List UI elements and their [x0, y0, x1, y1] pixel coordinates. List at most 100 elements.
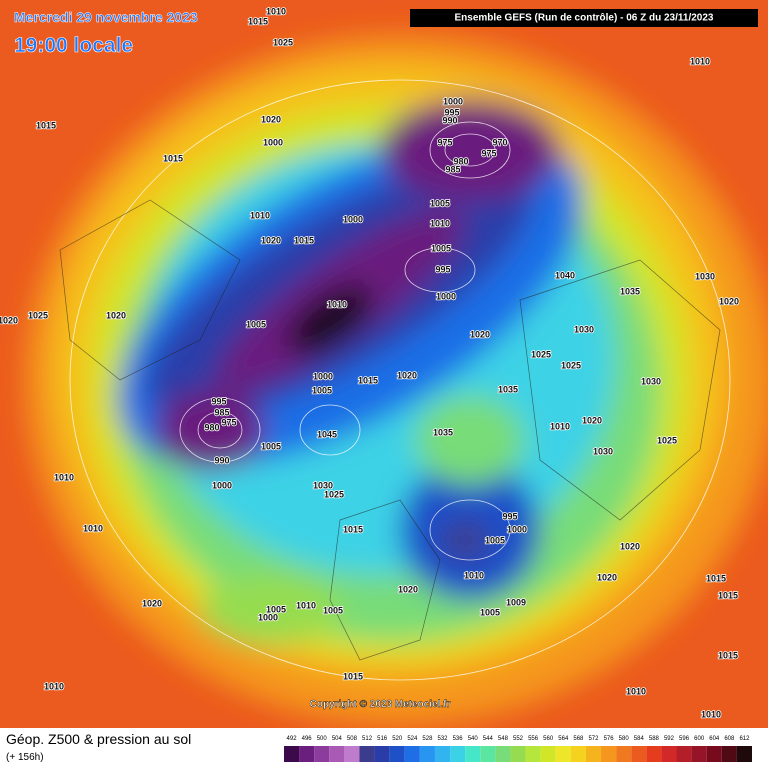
isobar-label: 975 [481, 148, 496, 158]
color-scale: 492 496 500 504 508 512 516 520 524 528 532 536 540 5… [284, 736, 752, 762]
isobar-label: 975 [221, 417, 236, 427]
scale-swatch [540, 746, 556, 762]
isobar-label: 995 [444, 107, 459, 117]
scale-swatch [721, 746, 737, 762]
isobar-label: 1010 [266, 6, 286, 16]
copyright: Copyright © 2023 Meteociel.fr [310, 699, 451, 710]
scale-swatch [555, 746, 571, 762]
isobar-label: 1010 [701, 709, 721, 719]
scale-label: 596 [679, 736, 690, 742]
scale-label: 600 [694, 736, 705, 742]
scale-label: 492 [287, 736, 298, 742]
isobar-label: 1020 [0, 315, 18, 325]
isobar-label: 1015 [294, 235, 314, 245]
isobar-label: 985 [445, 164, 460, 174]
scale-swatch [646, 746, 662, 762]
isobar-label: 1015 [718, 590, 738, 600]
isobar-label: 1005 [431, 243, 451, 253]
scale-swatch [676, 746, 692, 762]
isobar-label: 1015 [718, 650, 738, 660]
isobar-label: 1010 [54, 472, 74, 482]
scale-swatch [616, 746, 632, 762]
isobar-label: 1010 [626, 686, 646, 696]
isobar-label: 980 [453, 156, 468, 166]
scale-swatch [465, 746, 481, 762]
isobar-label: 1020 [261, 114, 281, 124]
isobar-label: 1015 [706, 573, 726, 583]
pressure-labels: 1015101010251010101510151020100010009959… [0, 6, 740, 721]
isobar-label: 1020 [261, 235, 281, 245]
isobar-label: 1020 [470, 329, 490, 339]
scale-label: 612 [739, 736, 750, 742]
isobar-label: 1015 [343, 524, 363, 534]
scale-label: 588 [649, 736, 660, 742]
isobar-label: 1000 [263, 137, 283, 147]
isobar-label: 1030 [313, 480, 333, 490]
isobar-label: 1035 [498, 384, 518, 394]
z500-field [0, 0, 768, 728]
isobar-label: 1020 [582, 415, 602, 425]
scale-label: 576 [604, 736, 615, 742]
scale-label: 544 [483, 736, 494, 742]
local-time: 19:00 locale [14, 34, 133, 57]
isobar-label: 1035 [433, 427, 453, 437]
scale-label: 512 [362, 736, 373, 742]
isobar-label: 1005 [480, 607, 500, 617]
isobar-label: 995 [211, 396, 226, 406]
scale-swatch [601, 746, 617, 762]
isobar-label: 1015 [358, 375, 378, 385]
isobar-label: 1005 [312, 385, 332, 395]
scale-swatch [359, 746, 375, 762]
scale-label: 536 [453, 736, 464, 742]
isobar-label: 1030 [695, 271, 715, 281]
isobar-label: 1010 [430, 218, 450, 228]
scale-swatch [404, 746, 420, 762]
isobar-label: 1035 [620, 286, 640, 296]
isobar-label: 1025 [273, 37, 293, 47]
isobar-label: 1020 [719, 296, 739, 306]
isobar-label: 1010 [464, 570, 484, 580]
isobar-label: 1025 [324, 489, 344, 499]
isobar-label: 1005 [323, 605, 343, 615]
isobar-label: 1025 [28, 310, 48, 320]
isobar-label: 1030 [593, 446, 613, 456]
isobar-label: 1010 [44, 681, 64, 691]
scale-swatch [389, 746, 405, 762]
isobar-label: 985 [214, 407, 229, 417]
isobar-label: 1025 [561, 360, 581, 370]
isobar-label: 995 [435, 264, 450, 274]
isobar-label: 1000 [507, 524, 527, 534]
scale-swatch [570, 746, 586, 762]
isobar-label: 1010 [690, 56, 710, 66]
scale-swatch [706, 746, 722, 762]
scale-label: 564 [558, 736, 569, 742]
model-run: Ensemble GEFS (Run de contrôle) - 06 Z d… [455, 13, 714, 24]
isobar-label: 980 [204, 422, 219, 432]
legend-title: Géop. Z500 & pression au sol [6, 731, 191, 747]
scale-swatch [434, 746, 451, 762]
isobar-label: 1020 [142, 598, 162, 608]
isobar-label: 1045 [317, 429, 337, 439]
scale-label: 556 [528, 736, 539, 742]
scale-swatch [344, 746, 360, 762]
isobar-label: 1010 [550, 421, 570, 431]
scale-label: 524 [407, 736, 418, 742]
scale-label: 516 [377, 736, 388, 742]
scale-label: 500 [317, 736, 328, 742]
isobar-label: 1005 [261, 441, 281, 451]
scale-swatch [661, 746, 677, 762]
scale-swatch [374, 746, 390, 762]
isobar-label: 1015 [248, 16, 268, 26]
isobar-label: 1000 [258, 612, 278, 622]
isobar-label: 1005 [246, 319, 266, 329]
isobar-label: 1040 [555, 270, 575, 280]
isobar-label: 990 [214, 455, 229, 465]
scale-label: 572 [588, 736, 599, 742]
isobar-label: 1000 [343, 214, 363, 224]
model-box [410, 9, 758, 27]
scale-label: 520 [392, 736, 403, 742]
scale-swatch [299, 746, 315, 762]
isobar-label: 970 [492, 137, 507, 147]
scale-swatch [314, 746, 330, 762]
scale-label: 496 [302, 736, 313, 742]
